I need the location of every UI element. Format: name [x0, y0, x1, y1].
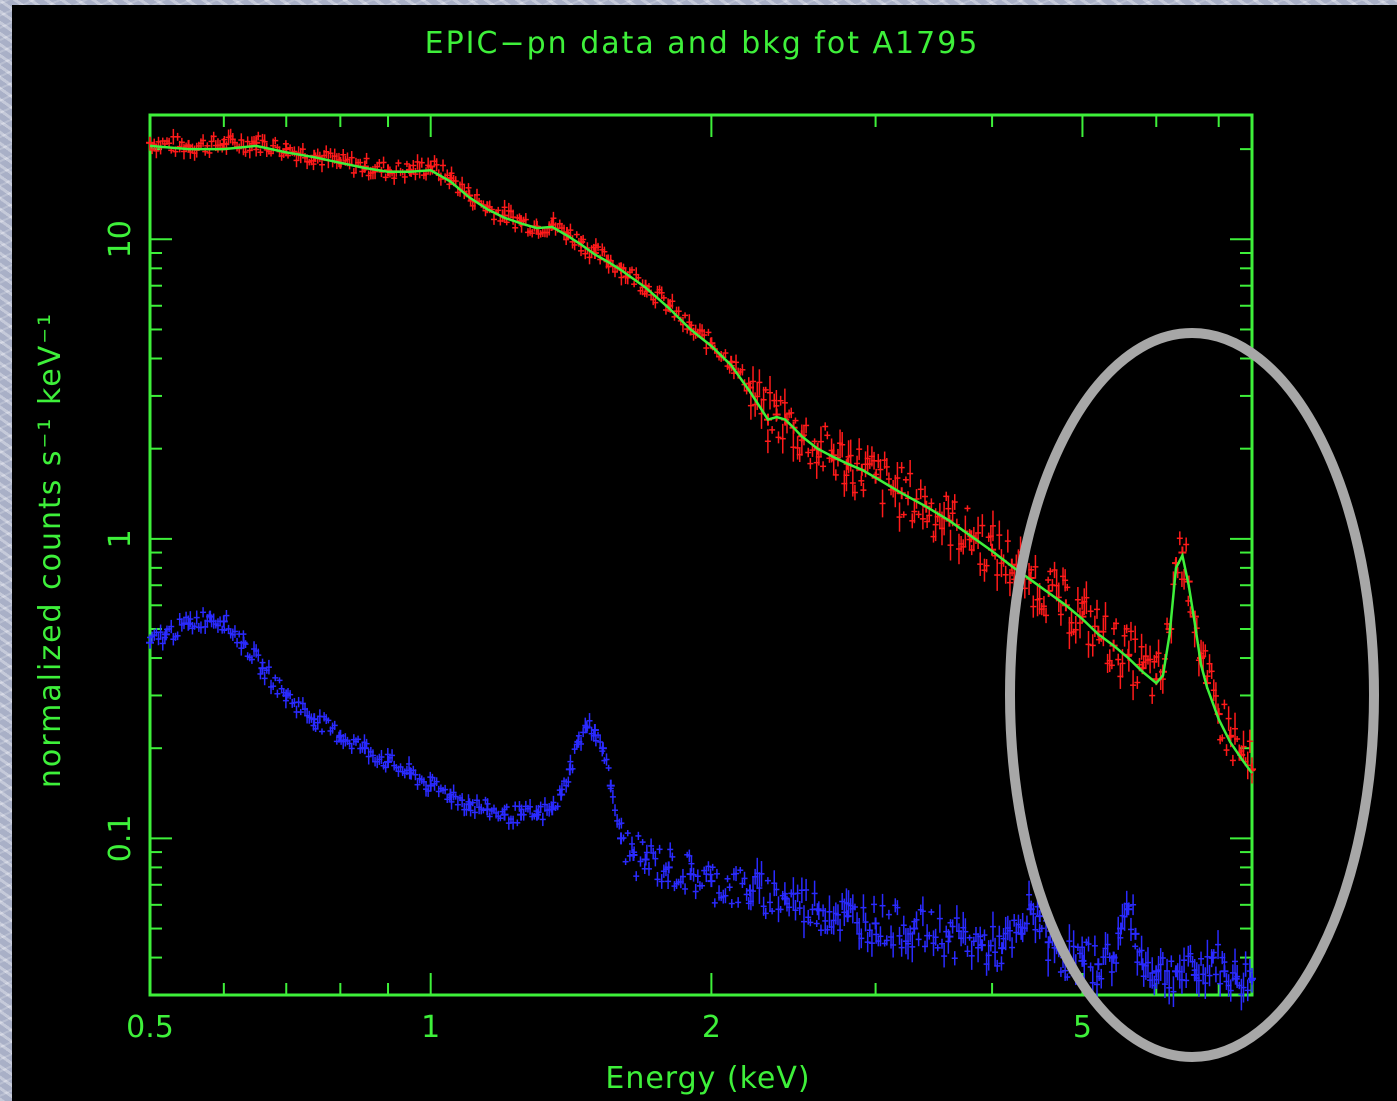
spectrum-chart: EPIC−pn data and bkg fot A1795 0.5 1 2 5 0.…	[33, 26, 1379, 1096]
model-line	[149, 144, 1254, 774]
x-tick-label: 2	[702, 1010, 721, 1045]
y-tick-label: 0.1	[103, 815, 138, 863]
series-1	[146, 607, 1256, 1011]
series-0	[146, 128, 1256, 784]
x-tick-label: 1	[421, 1010, 440, 1045]
plot-frame	[148, 113, 1254, 997]
y-tick-label: 1	[103, 529, 138, 548]
highlight-ellipse	[1005, 328, 1379, 1062]
series-layer	[146, 128, 1256, 1011]
x-tick-label: 0.5	[126, 1010, 174, 1045]
series-2	[149, 144, 1254, 774]
plot-border	[148, 113, 1254, 997]
x-axis-ticks: 0.5 1 2 5	[126, 115, 1220, 1045]
x-axis-label: Energy (keV)	[605, 1061, 810, 1096]
x-tick-label: 5	[1073, 1010, 1092, 1045]
y-axis-label: normalized counts s⁻¹ keV⁻¹	[33, 312, 68, 788]
chart-title: EPIC−pn data and bkg fot A1795	[425, 26, 980, 61]
chart-panel: EPIC−pn data and bkg fot A1795 0.5 1 2 5 0.…	[12, 5, 1397, 1101]
y-tick-label: 10	[103, 220, 138, 258]
y-axis-ticks: 0.1 1 10	[103, 148, 1252, 996]
